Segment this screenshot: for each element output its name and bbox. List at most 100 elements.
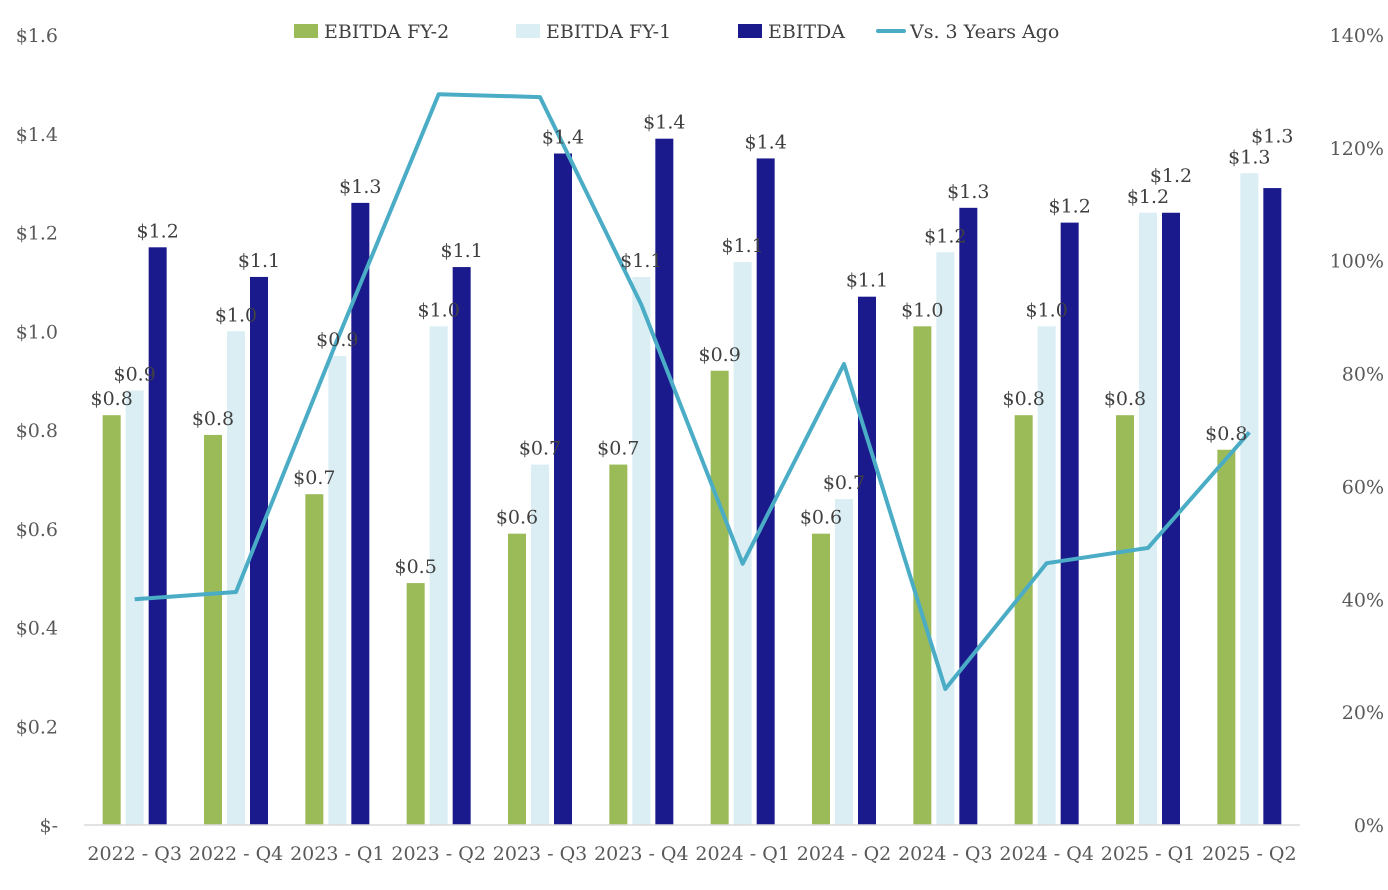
bar-ebitda [757, 158, 775, 825]
bar-ebitda-fy-2 [508, 534, 526, 825]
data-label: $1.0 [901, 299, 943, 321]
left-tick-label: $0.6 [16, 519, 58, 541]
bar-ebitda [149, 247, 167, 825]
bar-ebitda-fy-1 [632, 277, 650, 825]
data-label: $1.2 [1049, 196, 1091, 218]
bar-ebitda-fy-1 [936, 252, 954, 825]
data-label: $1.0 [418, 299, 460, 321]
x-tick-label: 2024 - Q3 [898, 843, 993, 865]
legend-swatch [516, 24, 540, 38]
legend-swatch [738, 24, 762, 38]
x-tick-label: 2024 - Q4 [999, 843, 1094, 865]
bar-ebitda [959, 208, 977, 825]
data-label: $1.2 [137, 220, 179, 242]
legend-label: EBITDA FY-2 [324, 21, 449, 43]
right-tick-label: 80% [1342, 364, 1384, 386]
line-series [135, 94, 1250, 689]
data-label: $0.8 [91, 388, 133, 410]
left-tick-label: $0.8 [16, 420, 58, 442]
x-tick-label: 2023 - Q3 [493, 843, 588, 865]
data-label: $0.6 [496, 507, 538, 529]
right-tick-label: 140% [1330, 25, 1384, 47]
bar-ebitda [655, 139, 673, 825]
data-label: $0.7 [823, 472, 865, 494]
data-label: $0.5 [395, 556, 437, 578]
bar-ebitda-fy-1 [328, 356, 346, 825]
x-tick-label: 2024 - Q1 [695, 843, 790, 865]
right-tick-label: 60% [1342, 476, 1384, 498]
legend-label: EBITDA [768, 21, 845, 43]
data-label: $1.1 [238, 250, 280, 272]
left-tick-label: $1.2 [16, 223, 58, 245]
legend-swatch [294, 24, 318, 38]
data-label: $1.0 [215, 304, 257, 326]
x-tick-label: 2022 - Q4 [189, 843, 284, 865]
bar-ebitda-fy-1 [126, 391, 144, 826]
bar-ebitda [1263, 188, 1281, 825]
data-label: $1.3 [1251, 125, 1293, 147]
data-label: $0.7 [293, 467, 335, 489]
data-label: $1.3 [1228, 146, 1270, 168]
bar-ebitda-fy-2 [204, 435, 222, 825]
data-label: $1.2 [924, 225, 966, 247]
data-label: $0.9 [114, 364, 156, 386]
right-tick-label: 120% [1330, 138, 1384, 160]
bar-ebitda [554, 154, 572, 826]
left-tick-label: $1.6 [16, 25, 58, 47]
data-label: $0.9 [316, 329, 358, 351]
left-tick-label: $- [39, 815, 58, 837]
x-tick-label: 2023 - Q1 [290, 843, 385, 865]
bar-ebitda-fy-2 [1015, 415, 1033, 825]
data-label: $1.2 [1127, 186, 1169, 208]
x-tick-label: 2023 - Q2 [391, 843, 486, 865]
x-axis-ticks: 2022 - Q3 2022 - Q4 2023 - Q1 2023 - Q2 2023… [87, 843, 1296, 865]
x-tick-label: 2022 - Q3 [87, 843, 182, 865]
data-label: $1.1 [846, 270, 888, 292]
bar-ebitda-fy-2 [1217, 450, 1235, 825]
bar-ebitda-fy-1 [1240, 173, 1258, 825]
right-tick-label: 100% [1330, 251, 1384, 273]
legend: EBITDA FY-2 EBITDA FY-1 EBITDA Vs. 3 Years … [294, 21, 1059, 43]
bar-ebitda-fy-2 [305, 494, 323, 825]
data-label: $1.1 [441, 240, 483, 262]
legend-label: EBITDA FY-1 [546, 21, 671, 43]
data-label: $0.8 [1003, 388, 1045, 410]
data-label: $0.8 [1104, 388, 1146, 410]
bar-ebitda-fy-2 [1116, 415, 1134, 825]
right-tick-label: 0% [1354, 815, 1384, 837]
bar-ebitda-fy-2 [407, 583, 425, 825]
data-label: $1.1 [722, 235, 764, 257]
data-label: $1.0 [1026, 299, 1068, 321]
data-label: $0.8 [192, 408, 234, 430]
right-tick-label: 20% [1342, 702, 1384, 724]
data-label: $0.7 [597, 438, 639, 460]
data-label: $0.6 [800, 507, 842, 529]
x-tick-label: 2025 - Q1 [1101, 843, 1196, 865]
data-label: $1.4 [643, 112, 685, 134]
bar-ebitda-fy-2 [913, 326, 931, 825]
data-label: $1.3 [339, 176, 381, 198]
data-label: $1.4 [542, 127, 584, 149]
bar-ebitda-fy-2 [103, 415, 121, 825]
left-tick-label: $1.0 [16, 321, 58, 343]
data-label: $1.2 [1150, 165, 1192, 187]
x-tick-label: 2025 - Q2 [1202, 843, 1297, 865]
x-tick-label: 2024 - Q2 [797, 843, 892, 865]
bar-ebitda-fy-2 [711, 371, 729, 825]
line-vs-3-years-ago [135, 94, 1250, 689]
bar-ebitda-fy-1 [835, 499, 853, 825]
data-label: $0.7 [519, 438, 561, 460]
legend-label: Vs. 3 Years Ago [909, 21, 1059, 43]
bar-ebitda-fy-2 [609, 465, 627, 825]
left-tick-label: $0.4 [16, 618, 58, 640]
data-label: $1.1 [620, 250, 662, 272]
x-tick-label: 2023 - Q4 [594, 843, 689, 865]
data-label: $0.9 [699, 344, 741, 366]
right-tick-label: 40% [1342, 589, 1384, 611]
data-label: $0.8 [1205, 423, 1247, 445]
bar-ebitda [453, 267, 471, 825]
left-tick-label: $1.4 [16, 124, 58, 146]
bar-ebitda-fy-1 [1139, 213, 1157, 825]
bar-ebitda-fy-2 [812, 534, 830, 825]
